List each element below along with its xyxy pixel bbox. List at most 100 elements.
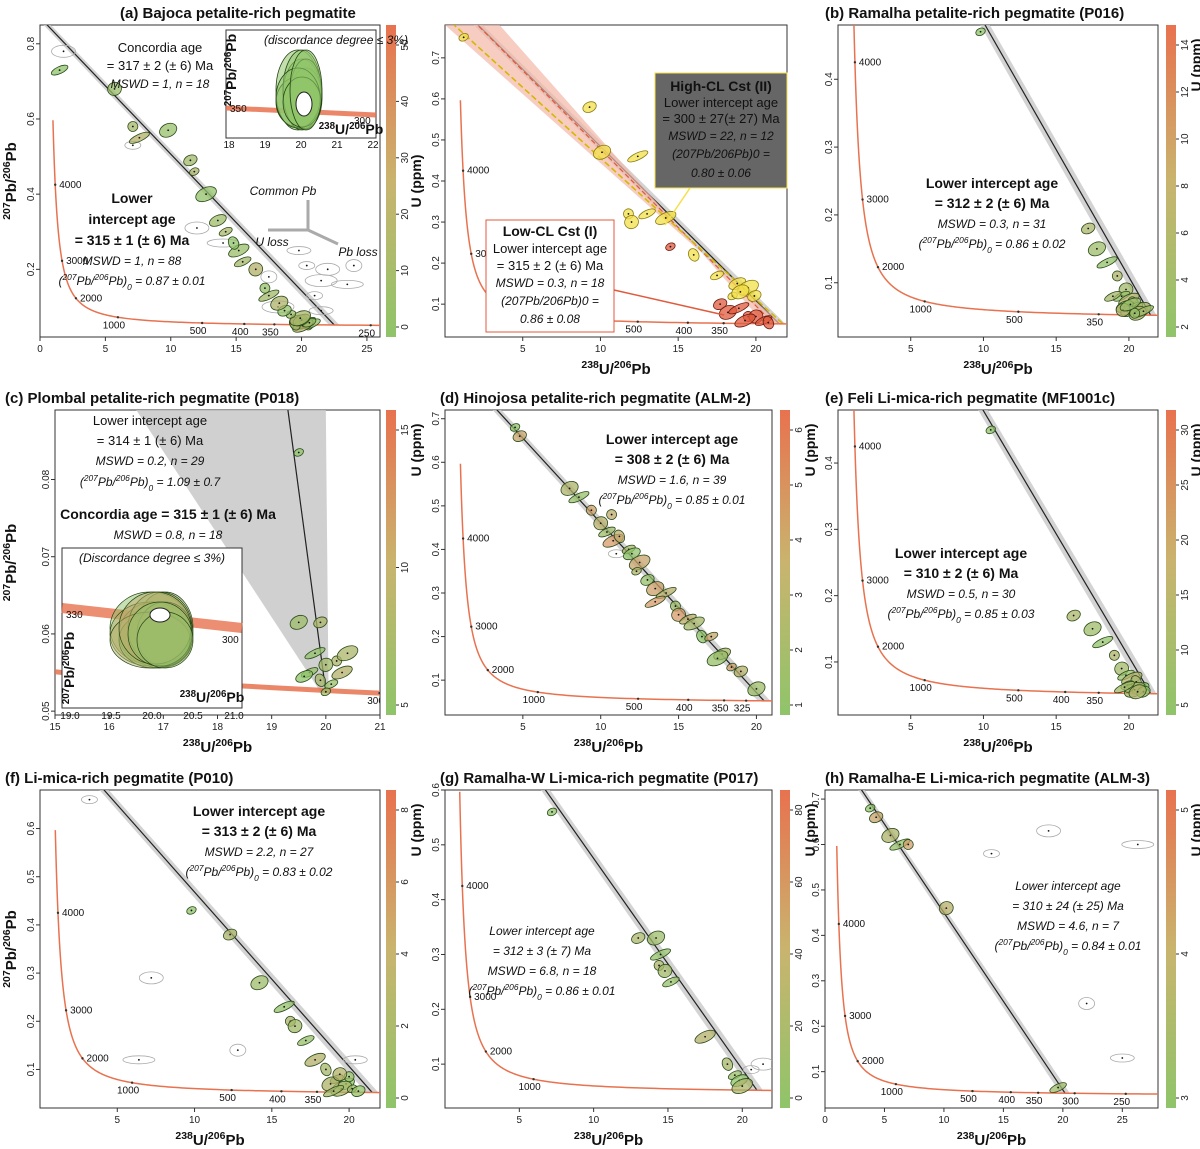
lower-intercept-stats: MSWD = 4.6, n = 7 (1017, 919, 1120, 933)
analysis-ellipse-center (670, 980, 672, 983)
colorbar-tick-label: 4 (400, 951, 411, 957)
colorbar-tick-label: 6 (400, 879, 411, 885)
analysis-ellipse-center (518, 435, 521, 438)
x-tick-label: 10 (978, 344, 990, 355)
x-axis-label: 238U/206Pb (963, 737, 1032, 756)
lowcl-analysis-ellipse-center (669, 245, 672, 248)
colorbar-tick-label: 6 (794, 427, 805, 433)
analysis-ellipse-center (338, 1073, 341, 1076)
x-tick-label: 5 (908, 344, 914, 355)
x-tick-label: 15 (1051, 722, 1063, 733)
y-tick-label: 0.3 (824, 522, 835, 536)
highcl-discordia-line (452, 25, 785, 326)
analysis-ellipse-center (332, 1090, 335, 1093)
analysis-ellipse-center (899, 843, 901, 846)
colorbar-label: U (ppm) (802, 424, 818, 477)
colorbar-tick-label: 5 (794, 482, 805, 488)
colorbar-tick-label: 8 (400, 807, 411, 813)
analysis-ellipse-center (290, 313, 292, 316)
y-tick-label: 0.7 (431, 411, 442, 425)
y-tick-label: 0.1 (26, 1062, 37, 1076)
analysis-ellipse-center (646, 579, 649, 581)
excluded-analysis-center (305, 264, 308, 267)
x-tick-label: 15 (673, 722, 685, 733)
inset-age-label: 350 (230, 104, 247, 115)
lowcl-analysis-ellipse-center (767, 321, 770, 324)
analysis-ellipse-center (638, 561, 641, 564)
lowcl-stats: MSWD = 0.3, n = 18 (496, 276, 605, 290)
y-tick-label: 0.2 (824, 208, 835, 222)
y-tick-label: 0.7 (811, 792, 822, 806)
analysis-ellipse-center (551, 811, 553, 813)
concordia-age-marker (81, 1057, 84, 1060)
lower-intercept-age: = 312 ± 2 (± 6) Ma (935, 195, 1050, 211)
excluded-analysis-center (138, 1058, 140, 1061)
highcl-analysis-ellipse-center (627, 212, 630, 215)
concordia-age-marker (470, 252, 473, 256)
excluded-analysis-center (326, 268, 329, 271)
excluded-analysis-center (222, 242, 224, 244)
lower-intercept-age: = 310 ± 2 (± 6) Ma (904, 565, 1019, 581)
concordia-age-marker (837, 922, 841, 926)
colorbar (386, 25, 396, 337)
plot-area: 4000 3000 2000 1000 500 400 350 325 (459, 410, 772, 715)
analysis-ellipse-center (1113, 654, 1116, 657)
lower-intercept-ratio: (207Pb/206Pb)0 = 0.87 ± 0.01 (59, 272, 206, 292)
excluded-analysis-center (267, 275, 270, 278)
lower-intercept-title: Lower intercept age (1015, 879, 1121, 893)
colorbar-tick-label: 30 (400, 152, 411, 164)
lower-intercept-stats: MSWD = 6.8, n = 18 (488, 964, 597, 978)
x-tick-label: 10 (189, 1115, 201, 1126)
analysis-ellipse-center (726, 1063, 729, 1066)
colorbar-tick-label: 60 (794, 876, 805, 888)
analysis-ellipse-center (1106, 261, 1108, 264)
colorbar-tick-label: 0 (400, 1095, 411, 1101)
analysis-ellipse-center (167, 129, 170, 132)
y-tick-label: 0.5 (431, 498, 442, 512)
concordia-age-marker (130, 1081, 134, 1084)
y-tick-label: 0.3 (26, 966, 37, 980)
concordia-age-label: 3000 (867, 576, 890, 587)
concordia-age-label: 500 (625, 325, 642, 336)
concordia-age-label: 300 (367, 696, 384, 707)
analysis-ellipse-center (568, 487, 571, 490)
x-tick-label: 25 (1117, 1115, 1129, 1126)
concordia-age-marker (843, 1014, 847, 1018)
excluded-analysis-center (236, 1049, 239, 1052)
concordia-age-marker (116, 316, 120, 319)
concordia-age-marker (484, 1050, 488, 1053)
concordia-age-label: 400 (675, 326, 692, 337)
x-tick-label: 20 (750, 344, 762, 355)
x-tick-label: 16 (104, 722, 116, 733)
excluded-analysis-center (88, 798, 91, 801)
y-tick-label: 0.1 (431, 673, 442, 687)
concordia-age-marker (687, 698, 690, 702)
lower-intercept-ratio: (207Pb/206Pb)0 = 0.86 ± 0.02 (919, 235, 1066, 255)
concordia-age-label: 2000 (882, 642, 905, 653)
concordia-age-label: 400 (1053, 695, 1070, 706)
excluded-analysis-ellipse (342, 1055, 368, 1065)
analysis-ellipse-center (303, 675, 306, 678)
x-axis-label: 238U/206Pb (963, 359, 1032, 378)
analysis-ellipse-center (610, 513, 613, 516)
x-tick-label: 5 (882, 1115, 888, 1126)
concordia-age-label: 2000 (862, 1056, 885, 1067)
lower-intercept-stats: MSWD = 1, n = 88 (83, 254, 182, 268)
concordia-age-marker (243, 322, 246, 326)
highcl-analysis-ellipse-center (646, 212, 648, 215)
excluded-analysis-center (1047, 829, 1050, 832)
lower-intercept-ratio: (207Pb/206Pb)0 = 0.85 ± 0.03 (888, 605, 1035, 625)
analysis-ellipse-center (869, 807, 872, 810)
colorbar-tick-label: 0 (400, 324, 411, 330)
x-tick-label: 5 (517, 1115, 523, 1126)
colorbar-tick-label: 10 (1180, 133, 1191, 145)
concordia-age-marker (856, 1060, 859, 1063)
concordia-age-marker (686, 321, 690, 324)
colorbar-tick-label: 40 (400, 95, 411, 107)
y-tick-label: 0.4 (811, 928, 822, 942)
x-tick-label: 19 (266, 722, 278, 733)
colorbar-tick-label: 80 (794, 804, 805, 816)
colorbar-tick-label: 3 (794, 592, 805, 598)
concordia-curve (836, 845, 1158, 1095)
concordia-age-marker (1097, 313, 1100, 316)
